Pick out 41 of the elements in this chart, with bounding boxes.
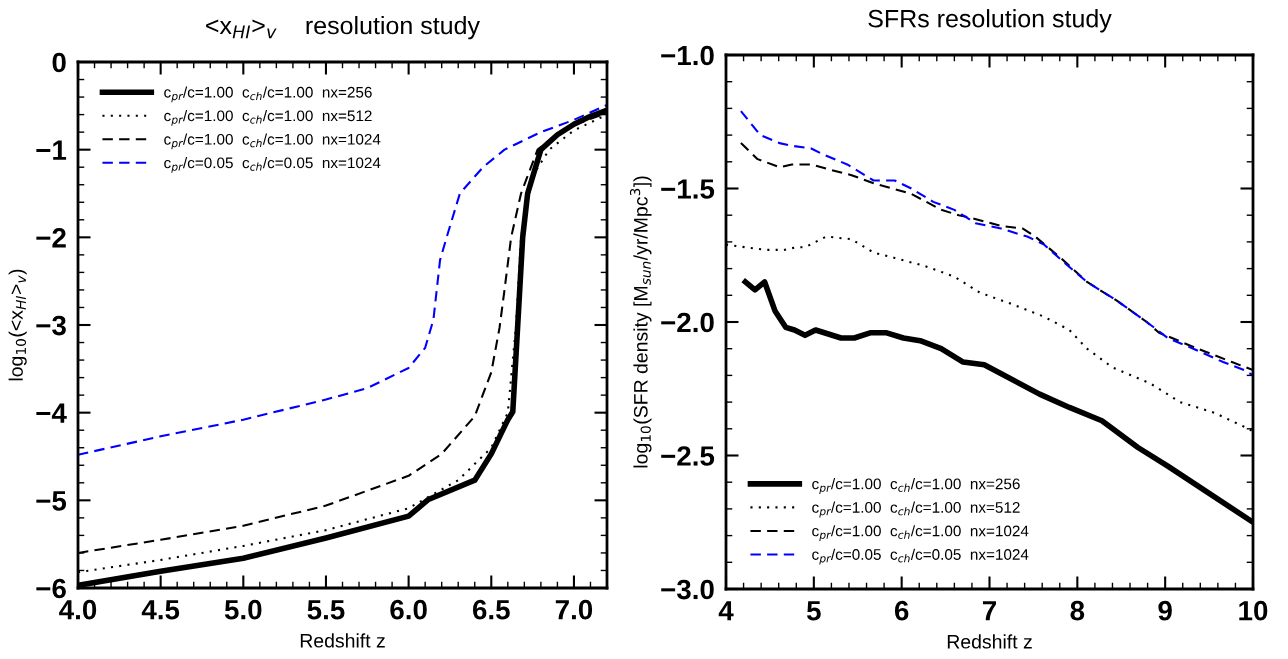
x-tick-label: 4.0: [59, 599, 97, 620]
legend-label: c$_{pr}$/c=0.05 c$_{ch}$/c=0.05 nx=1024: [164, 157, 381, 173]
x-tick-label: 7.0: [555, 599, 593, 620]
x-axis-title: Redshift z: [300, 633, 385, 648]
y-tick-label: −1: [36, 140, 67, 160]
y-axis-title: log$_{10}$(SFR density [M$_{sun}$/yr/Mpc$^{3}$]): [629, 176, 652, 468]
y-tick-label: −3.0: [661, 579, 714, 600]
y-axis-title: log$_{10}$(<x$_{HI}$>$_{v}$): [8, 269, 27, 381]
x-tick-label: 5.0: [224, 599, 262, 620]
chart-title: <x$_{HI}$>$_{v}$ resolution study: [206, 15, 480, 40]
y-tick-label: −6: [36, 578, 66, 599]
y-tick-label: −1.5: [661, 179, 715, 199]
legend-label: c$_{pr}$/c=1.00 c$_{ch}$/c=1.00 nx=512: [812, 501, 1020, 518]
line-series: [78, 103, 607, 456]
legend-label: c$_{pr}$/c=0.05 c$_{ch}$/c=0.05 nx=1024: [812, 548, 1029, 565]
x-tick-label: 7: [982, 601, 996, 621]
x-tick-label: 10: [1239, 600, 1268, 621]
x-tick-label: 9: [1158, 600, 1172, 621]
legend-label: c$_{pr}$/c=1.00 c$_{ch}$/c=1.00 nx=1024: [812, 525, 1029, 541]
chart-title: SFRs resolution study: [868, 9, 1112, 33]
y-tick-label: 0: [52, 52, 66, 73]
legend-label: c$_{pr}$/c=1.00 c$_{ch}$/c=1.00 nx=1024: [164, 133, 381, 150]
legend-label: c$_{pr}$/c=1.00 c$_{ch}$/c=1.00 nx=256: [164, 86, 372, 103]
x-axis-title: Redshift z: [947, 634, 1032, 649]
x-tick-label: 6.5: [472, 599, 510, 620]
x-tick-label: 8: [1070, 600, 1085, 621]
legend-label: c$_{pr}$/c=1.00 c$_{ch}$/c=1.00 nx=512: [164, 109, 372, 126]
y-tick-label: −2: [36, 228, 66, 248]
y-tick-label: −4: [36, 403, 67, 423]
y-tick-label: −1.0: [661, 45, 714, 66]
y-tick-label: −2.0: [661, 312, 714, 333]
y-tick-label: −5: [36, 491, 67, 511]
x-tick-label: 4.5: [141, 600, 180, 620]
y-tick-label: −3: [36, 315, 66, 336]
x-tick-label: 4: [718, 601, 734, 621]
legend-label: c$_{pr}$/c=1.00 c$_{ch}$/c=1.00 nx=256: [812, 478, 1020, 494]
y-tick-label: −2.5: [661, 446, 715, 466]
x-tick-label: 5.5: [307, 600, 345, 620]
x-tick-label: 5: [806, 601, 821, 621]
x-tick-label: 6.0: [390, 599, 427, 620]
x-tick-label: 6: [894, 600, 909, 621]
